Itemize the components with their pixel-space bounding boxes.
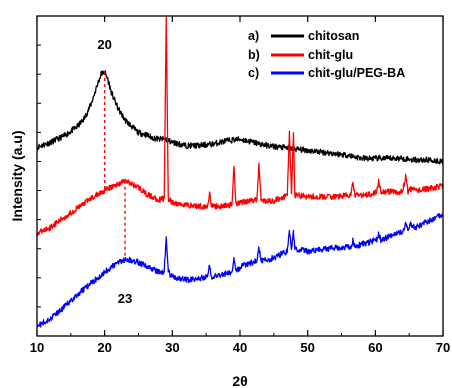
- legend-label-2: chit-glu: [308, 48, 353, 62]
- x-tick-label-60: 60: [368, 340, 382, 355]
- legend-prefix-2: b): [248, 48, 260, 62]
- legend-prefix-1: a): [248, 29, 259, 43]
- peak-label-23: 23: [118, 291, 132, 306]
- legend: a) chitosan b) chit-glu c) chit-glu/PEG-BA: [248, 29, 405, 80]
- x-ticks: 10 20 30 40 50 60 70: [30, 16, 450, 355]
- series-line-chit-glu-peg-ba: [36, 213, 444, 328]
- legend-prefix-3: c): [248, 66, 259, 80]
- x-tick-label-70: 70: [436, 340, 450, 355]
- legend-label-1: chitosan: [308, 29, 359, 43]
- reference-lines: [103, 72, 126, 260]
- series-layer: [36, 15, 444, 328]
- x-axis-title: 2θ: [232, 373, 247, 388]
- series-line-chitosan: [36, 70, 444, 165]
- x-tick-label-30: 30: [165, 340, 179, 355]
- plot-frame: [36, 15, 444, 337]
- legend-label-3: chit-glu/PEG-BA: [308, 66, 405, 80]
- series-line-chit-glu: [36, 15, 444, 237]
- x-tick-label-20: 20: [97, 340, 111, 355]
- y-axis-title: Intensity (a.u): [9, 130, 25, 221]
- peak-label-20: 20: [97, 37, 111, 52]
- x-tick-label-10: 10: [30, 340, 44, 355]
- x-tick-label-50: 50: [300, 340, 314, 355]
- x-tick-label-40: 40: [233, 340, 247, 355]
